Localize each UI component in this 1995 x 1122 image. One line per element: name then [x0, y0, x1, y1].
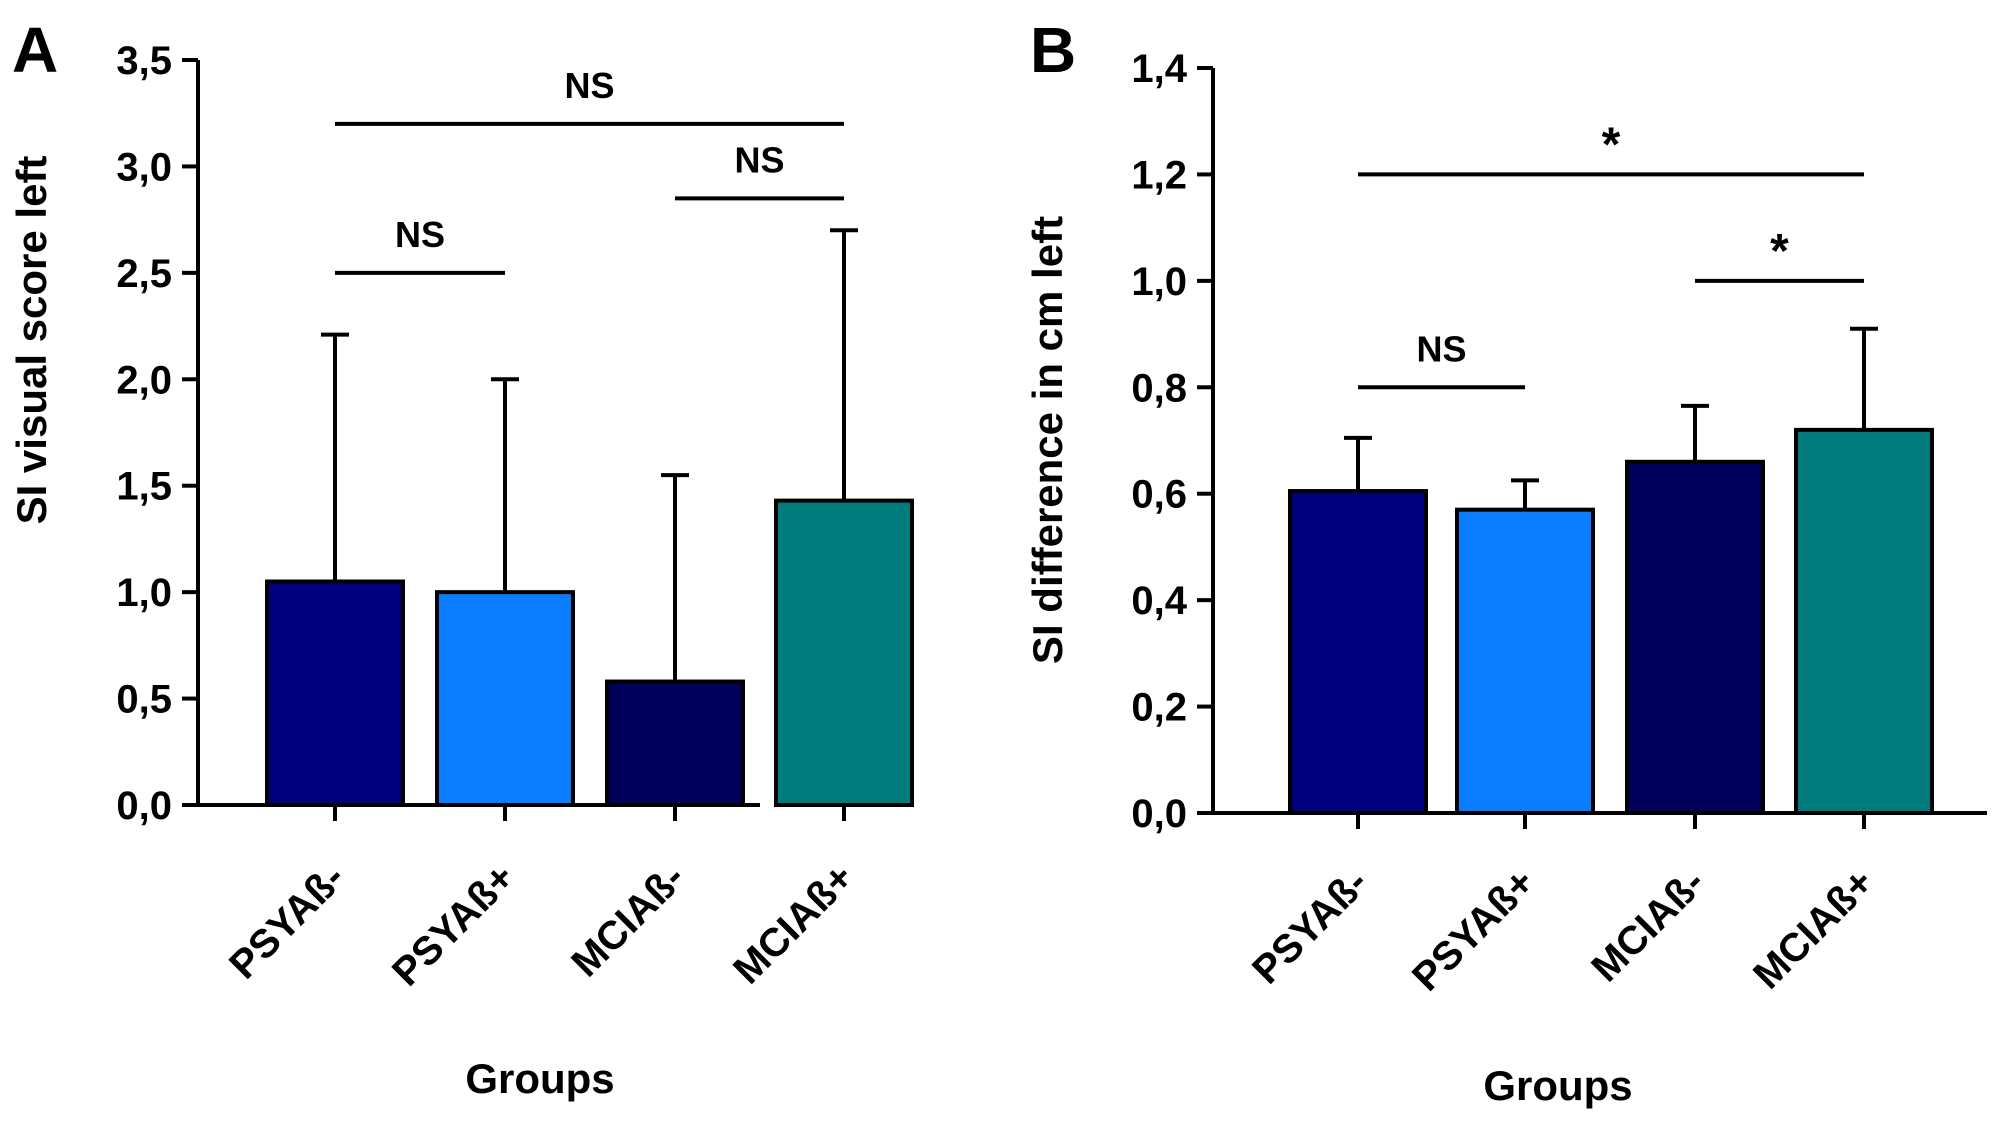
panel-b-significance: * * NS: [1358, 118, 1864, 390]
panel-b-ytick-label-6: 1,2: [1131, 153, 1187, 197]
panel-b-ytick-label-5: 1,0: [1131, 260, 1187, 304]
panel-a-category-label-2: MCIAß-: [563, 855, 693, 985]
panel-a-category-label-3: MCIAß+: [725, 855, 862, 992]
panel-b-bar-3: [1794, 427, 1934, 815]
panel-b-sig-label-2: NS: [1416, 328, 1466, 369]
panel-a-axes: [196, 60, 846, 821]
panel-a-ylabel: SI visual score left: [8, 156, 55, 525]
panel-b-category-labels: PSYAß- PSYAß+ MCIAß- MCIAß+: [1244, 860, 1882, 999]
panel-a-ytick-label-6: 3,0: [116, 145, 172, 189]
panel-a-ytick-label-7: 3,5: [116, 39, 172, 83]
panel-a-bar-3: [774, 498, 914, 807]
panel-b-xlabel: Groups: [1483, 1062, 1632, 1109]
panel-b-ytick-label-7: 1,4: [1131, 47, 1187, 91]
panel-b-category-label-0: PSYAß-: [1244, 860, 1376, 992]
panel-a-bar-0: [265, 579, 405, 807]
panel-a-category-label-1: PSYAß+: [384, 855, 523, 994]
panel-a-category-label-0: PSYAß-: [221, 855, 353, 987]
panel-b-ylabel: SI difference in cm left: [1024, 216, 1071, 664]
panel-b-axes: [1211, 68, 1987, 829]
panel-a-ytick-label-0: 0,0: [116, 784, 172, 828]
panel-b-chart: B SI difference in cm left Groups 0,0 0,2…: [1024, 14, 1987, 1109]
panel-b-bars: [1288, 326, 1934, 815]
panel-b-bar-2: [1625, 459, 1765, 815]
panel-a-bar-2: [605, 679, 745, 807]
panel-a-bar-1: [435, 590, 575, 808]
panel-a-category-labels: PSYAß- PSYAß+ MCIAß- MCIAß+: [221, 855, 862, 994]
panel-b-ytick-label-0: 0,0: [1131, 792, 1187, 836]
panel-b-ytick-label-2: 0,4: [1131, 579, 1187, 623]
panel-b-category-label-1: PSYAß+: [1404, 860, 1543, 999]
panel-b-letter: B: [1030, 14, 1076, 86]
panel-b-category-label-3: MCIAß+: [1745, 860, 1882, 997]
panel-b-bar-0: [1288, 489, 1428, 815]
panel-a-ytick-label-4: 2,0: [116, 358, 172, 402]
panel-b-ytick-label-3: 0,6: [1131, 473, 1187, 517]
panel-b-bar-1: [1455, 507, 1595, 815]
panel-b-ytick-label-4: 0,8: [1131, 366, 1187, 410]
panel-a-sig-label-0: NS: [564, 65, 614, 106]
panel-b-sig-label-0: *: [1602, 118, 1621, 171]
panel-b-ytick-label-1: 0,2: [1131, 686, 1187, 730]
panel-a-xlabel: Groups: [465, 1055, 614, 1102]
panel-a-letter: A: [12, 14, 58, 86]
panel-a-ytick-label-2: 1,0: [116, 571, 172, 615]
panel-a-ytick-label-1: 0,5: [116, 678, 172, 722]
panel-a-chart: A SI visual score left Groups 0,0 0,5 1,0 1…: [8, 14, 914, 1102]
panel-a-yticks: 0,0 0,5 1,0 1,5 2,0 2,5 3,0 3,5: [116, 39, 198, 828]
panel-a-significance: NS NS NS: [335, 65, 844, 275]
panel-b-yticks: 0,0 0,2 0,4 0,6 0,8 1,0 1,2 1,4: [1131, 47, 1213, 836]
panel-a-sig-label-2: NS: [395, 214, 445, 255]
panel-b-category-label-2: MCIAß-: [1583, 860, 1713, 990]
panel-a-bars: [265, 228, 914, 808]
panel-b-sig-label-1: *: [1770, 225, 1789, 278]
panel-a-ytick-label-5: 2,5: [116, 252, 172, 296]
panel-a-ytick-label-3: 1,5: [116, 465, 172, 509]
panel-a-sig-label-1: NS: [734, 139, 784, 180]
